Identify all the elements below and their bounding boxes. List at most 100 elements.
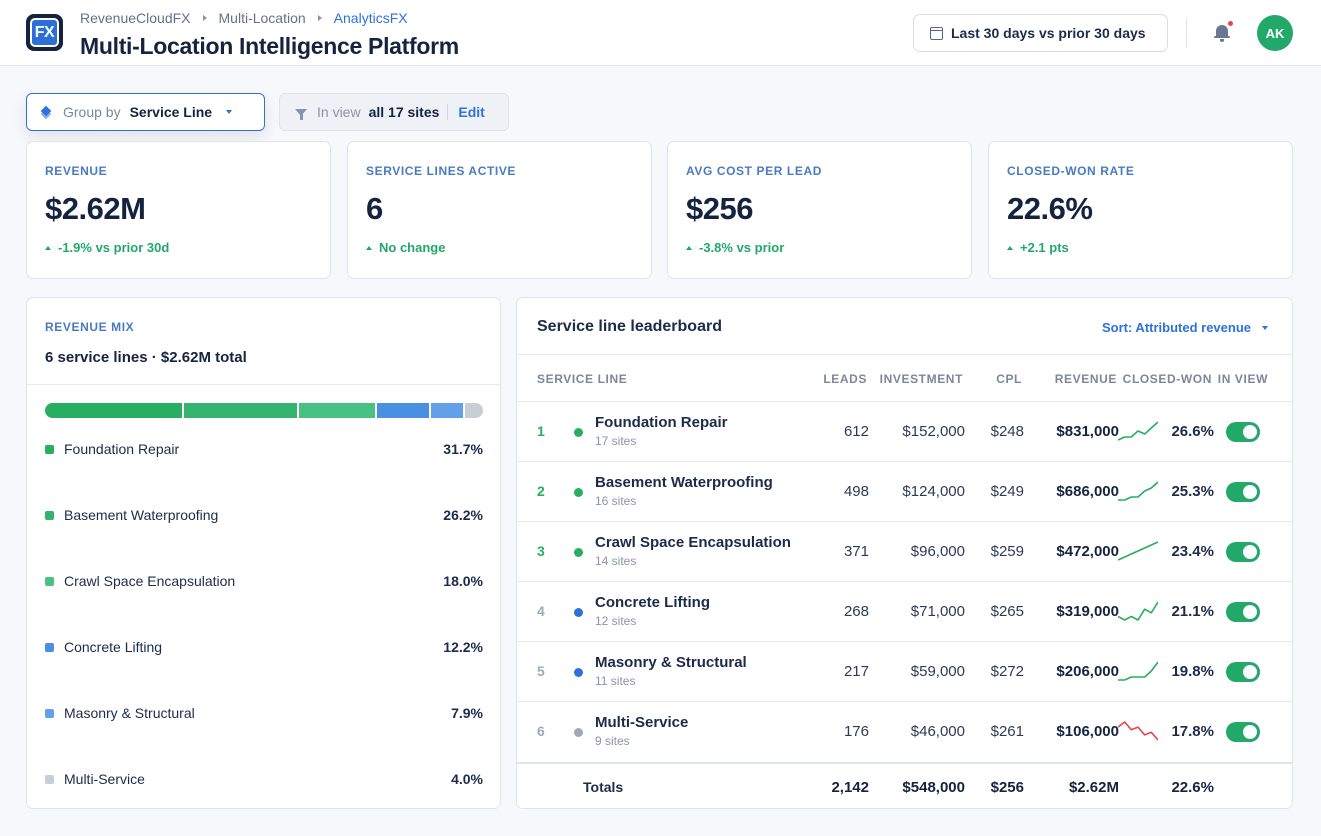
sparkline-path [1118, 661, 1158, 681]
row-cpl: $259 [990, 543, 1024, 560]
row-cpl: $261 [990, 723, 1024, 740]
table-row[interactable]: 5 Masonry & Structural 11 sites 217 $59,000 $… [517, 641, 1292, 701]
status-dot [574, 728, 583, 737]
totals-revenue: $2.62M [1068, 779, 1119, 796]
filter-icon [295, 108, 307, 120]
sort-label: Sort: Attributed revenue [1101, 320, 1251, 335]
kpi-card-closed-won: CLOSED-WON RATE 22.6% +2.1 pts [988, 141, 1293, 279]
row-revenue: $686,000 [1056, 483, 1119, 500]
row-rank: 4 [537, 603, 545, 619]
row-cpl: $249 [990, 483, 1024, 500]
in-view-toggle[interactable] [1226, 602, 1260, 622]
sort-dropdown[interactable]: Sort: Attributed revenue [1102, 320, 1268, 335]
edit-sites-button[interactable]: Edit [458, 104, 485, 120]
sparkline-path [1118, 601, 1158, 621]
col-header-leads[interactable]: LEADS [823, 372, 867, 386]
chevron-right-icon [202, 15, 207, 21]
header-divider [1186, 18, 1187, 48]
card-divider [27, 384, 500, 385]
sparkline-path [1118, 421, 1158, 441]
row-investment: $152,000 [902, 423, 965, 440]
kpi-value: 6 [366, 191, 383, 226]
kpi-card-service-lines: SERVICE LINES ACTIVE 6 No change [347, 141, 652, 279]
row-closed-won: 21.1% [1171, 603, 1214, 620]
sparkline-path [1118, 541, 1158, 561]
kpi-delta-text: -1.9% vs prior 30d [58, 240, 170, 255]
table-row[interactable]: 6 Multi-Service 9 sites 176 $46,000 $261 $106,… [517, 701, 1292, 761]
table-row[interactable]: 2 Basement Waterproofing 16 sites 498 $124,0… [517, 461, 1292, 521]
in-view-toggle[interactable] [1226, 422, 1260, 442]
trend-up-icon [686, 245, 692, 250]
mix-bar-segment [377, 403, 431, 418]
user-avatar[interactable]: AK [1257, 15, 1293, 51]
date-range-button[interactable]: Last 30 days vs prior 30 days [913, 14, 1168, 52]
sparkline-path [1118, 481, 1158, 501]
table-row[interactable]: 4 Concrete Lifting 12 sites 268 $71,000 $265 $… [517, 581, 1292, 641]
row-closed-won: 17.8% [1171, 723, 1214, 740]
kpi-label: REVENUE [45, 164, 108, 178]
row-cpl: $248 [990, 423, 1024, 440]
in-view-toggle[interactable] [1226, 482, 1260, 502]
row-closed-won: 23.4% [1171, 543, 1214, 560]
col-header-closed-won[interactable]: CLOSED-WON [1122, 372, 1212, 386]
row-closed-won: 26.6% [1171, 423, 1214, 440]
in-view-label: In view [317, 104, 361, 120]
row-leads: 217 [843, 663, 869, 680]
col-header-cpl[interactable]: CPL [996, 372, 1022, 386]
row-service-line-name: Crawl Space Encapsulation [595, 534, 791, 551]
mix-item-percent: 26.2% [443, 507, 483, 523]
mix-item-name: Foundation Repair [64, 441, 180, 457]
in-view-toggle[interactable] [1226, 722, 1260, 742]
totals-leads: 2,142 [831, 779, 869, 796]
row-investment: $96,000 [910, 543, 965, 560]
table-row[interactable]: 3 Crawl Space Encapsulation 14 sites 371 $96… [517, 521, 1292, 581]
row-rank: 5 [537, 663, 545, 679]
in-view-filter: In view all 17 sites Edit [279, 93, 509, 131]
in-view-toggle[interactable] [1226, 542, 1260, 562]
mix-item-name: Concrete Lifting [64, 639, 163, 655]
legend-swatch [45, 708, 54, 718]
col-header-investment[interactable]: INVESTMENT [879, 372, 963, 386]
mix-legend-item: Basement Waterproofing 26.2% [45, 505, 483, 525]
card-divider [517, 354, 1292, 355]
page-title: Multi-Location Intelligence Platform [80, 33, 459, 59]
group-by-dropdown[interactable]: Group by Service Line [26, 93, 265, 131]
row-service-line-name: Masonry & Structural [595, 654, 747, 671]
row-rank: 3 [537, 543, 545, 559]
trend-sparkline [1118, 541, 1158, 561]
kpi-delta-text: No change [379, 240, 446, 255]
breadcrumb-item-root[interactable]: RevenueCloudFX [80, 10, 191, 26]
row-revenue: $206,000 [1056, 663, 1119, 680]
legend-swatch [45, 576, 54, 586]
mix-item-percent: 12.2% [443, 639, 483, 655]
row-sites-count: 12 sites [595, 614, 637, 628]
breadcrumb-item-current[interactable]: AnalyticsFX [333, 10, 408, 26]
mix-item-name: Masonry & Structural [64, 705, 195, 721]
col-header-in-view: IN VIEW [1217, 372, 1268, 386]
mix-item-percent: 4.0% [451, 771, 483, 787]
legend-swatch [45, 510, 54, 520]
kpi-value: 22.6% [1007, 191, 1093, 226]
row-investment: $59,000 [910, 663, 965, 680]
row-leads: 498 [843, 483, 869, 500]
app-header: FX RevenueCloudFX Multi-Location Analyti… [0, 0, 1321, 66]
row-service-line-name: Concrete Lifting [595, 594, 710, 611]
row-sites-count: 17 sites [595, 434, 637, 448]
row-investment: $71,000 [910, 603, 965, 620]
row-sites-count: 14 sites [595, 554, 637, 568]
kpi-label: CLOSED-WON RATE [1007, 164, 1135, 178]
kpi-delta: No change [366, 240, 633, 255]
notifications-bell-icon[interactable] [1214, 21, 1233, 42]
mix-bar-segment [430, 403, 466, 418]
row-closed-won: 25.3% [1171, 483, 1214, 500]
mix-legend-item: Multi-Service 4.0% [45, 769, 483, 789]
kpi-label: AVG COST PER LEAD [686, 164, 822, 178]
kpi-value: $2.62M [45, 191, 146, 226]
breadcrumb-item-section[interactable]: Multi-Location [218, 10, 306, 26]
table-row[interactable]: 1 Foundation Repair 17 sites 612 $152,000 $24… [517, 401, 1292, 461]
in-view-toggle[interactable] [1226, 662, 1260, 682]
mix-legend-item: Crawl Space Encapsulation 18.0% [45, 571, 483, 591]
col-header-revenue[interactable]: REVENUE [1054, 372, 1117, 386]
col-header-service-line[interactable]: SERVICE LINE [537, 372, 628, 386]
app-logo[interactable]: FX [26, 14, 63, 51]
